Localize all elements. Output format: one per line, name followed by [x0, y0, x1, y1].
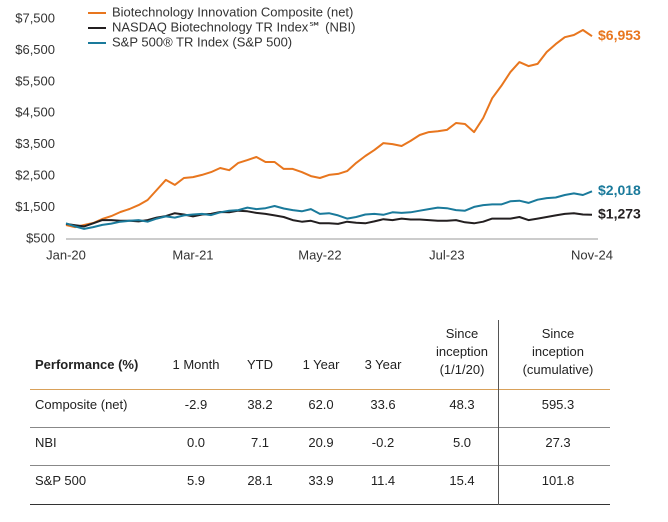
table-header: 1 Month — [172, 357, 220, 372]
table-cell: 7.1 — [250, 435, 270, 450]
table-cell: 28.1 — [247, 473, 273, 488]
series-line — [65, 209, 593, 228]
y-tick-label: $4,500 — [15, 105, 55, 120]
end-value-label: $2,018 — [598, 182, 641, 198]
table-header: 1 Year — [302, 357, 340, 372]
table-cell: 5.0 — [452, 435, 472, 450]
column-rule — [498, 320, 499, 505]
chart: $500 $1,500 $2,500 $3,500 $4,500 $5,500 $6,500… — [15, 4, 641, 262]
table-header: Performance (%) — [35, 357, 139, 372]
table-cell: 62.0 — [308, 397, 334, 412]
end-value-label: $6,953 — [598, 27, 641, 43]
table-cell: 48.3 — [449, 397, 475, 412]
legend-label: S&P 500® TR Index (S&P 500) — [112, 34, 292, 49]
table-cell: 33.6 — [370, 397, 396, 412]
x-tick-label: Mar-21 — [172, 247, 213, 262]
y-tick-label: $2,500 — [15, 168, 55, 183]
table-header: 3 Year — [364, 357, 402, 372]
table-header: Since inception (1/1/20) — [435, 326, 489, 377]
table-cell: 11.4 — [370, 473, 396, 488]
table-header: YTD — [247, 357, 273, 372]
legend-label: NASDAQ Biotechnology TR Index℠ (NBI) — [112, 19, 356, 34]
end-value-label: $1,273 — [598, 205, 641, 221]
table-header: Since inception (cumulative) — [522, 326, 594, 377]
table-cell: 33.9 — [308, 473, 334, 488]
legend-label: Biotechnology Innovation Composite (net) — [112, 4, 353, 19]
y-tick-label: $5,500 — [15, 73, 55, 88]
table-cell: 15.4 — [449, 473, 475, 488]
y-tick-label: $3,500 — [15, 136, 55, 151]
table-cell: 0.0 — [186, 435, 206, 450]
header-rule — [30, 389, 610, 390]
row-rule — [30, 465, 610, 466]
series-line — [65, 190, 593, 230]
series-line — [65, 29, 593, 229]
table-cell: 38.2 — [247, 397, 273, 412]
x-tick-label: Nov-24 — [571, 247, 613, 262]
y-tick-label: $7,500 — [15, 10, 55, 25]
row-rule — [30, 427, 610, 428]
bottom-rule — [30, 504, 610, 505]
table-cell: -0.2 — [371, 435, 395, 450]
x-tick-label: Jul-23 — [429, 247, 464, 262]
table-cell: S&P 500 — [35, 473, 87, 488]
table-cell: -2.9 — [184, 397, 208, 412]
table-cell: 595.3 — [541, 397, 575, 412]
table-cell: 27.3 — [545, 435, 571, 450]
y-tick-label: $500 — [26, 230, 55, 245]
table-cell: Composite (net) — [35, 397, 128, 412]
y-tick-label: $1,500 — [15, 199, 55, 214]
table-cell: NBI — [35, 435, 57, 450]
y-tick-label: $6,500 — [15, 42, 55, 57]
table-cell: 101.8 — [541, 473, 575, 488]
x-tick-label: May-22 — [298, 247, 341, 262]
table-cell: 5.9 — [186, 473, 206, 488]
x-tick-label: Jan-20 — [46, 247, 86, 262]
table-cell: 20.9 — [308, 435, 334, 450]
